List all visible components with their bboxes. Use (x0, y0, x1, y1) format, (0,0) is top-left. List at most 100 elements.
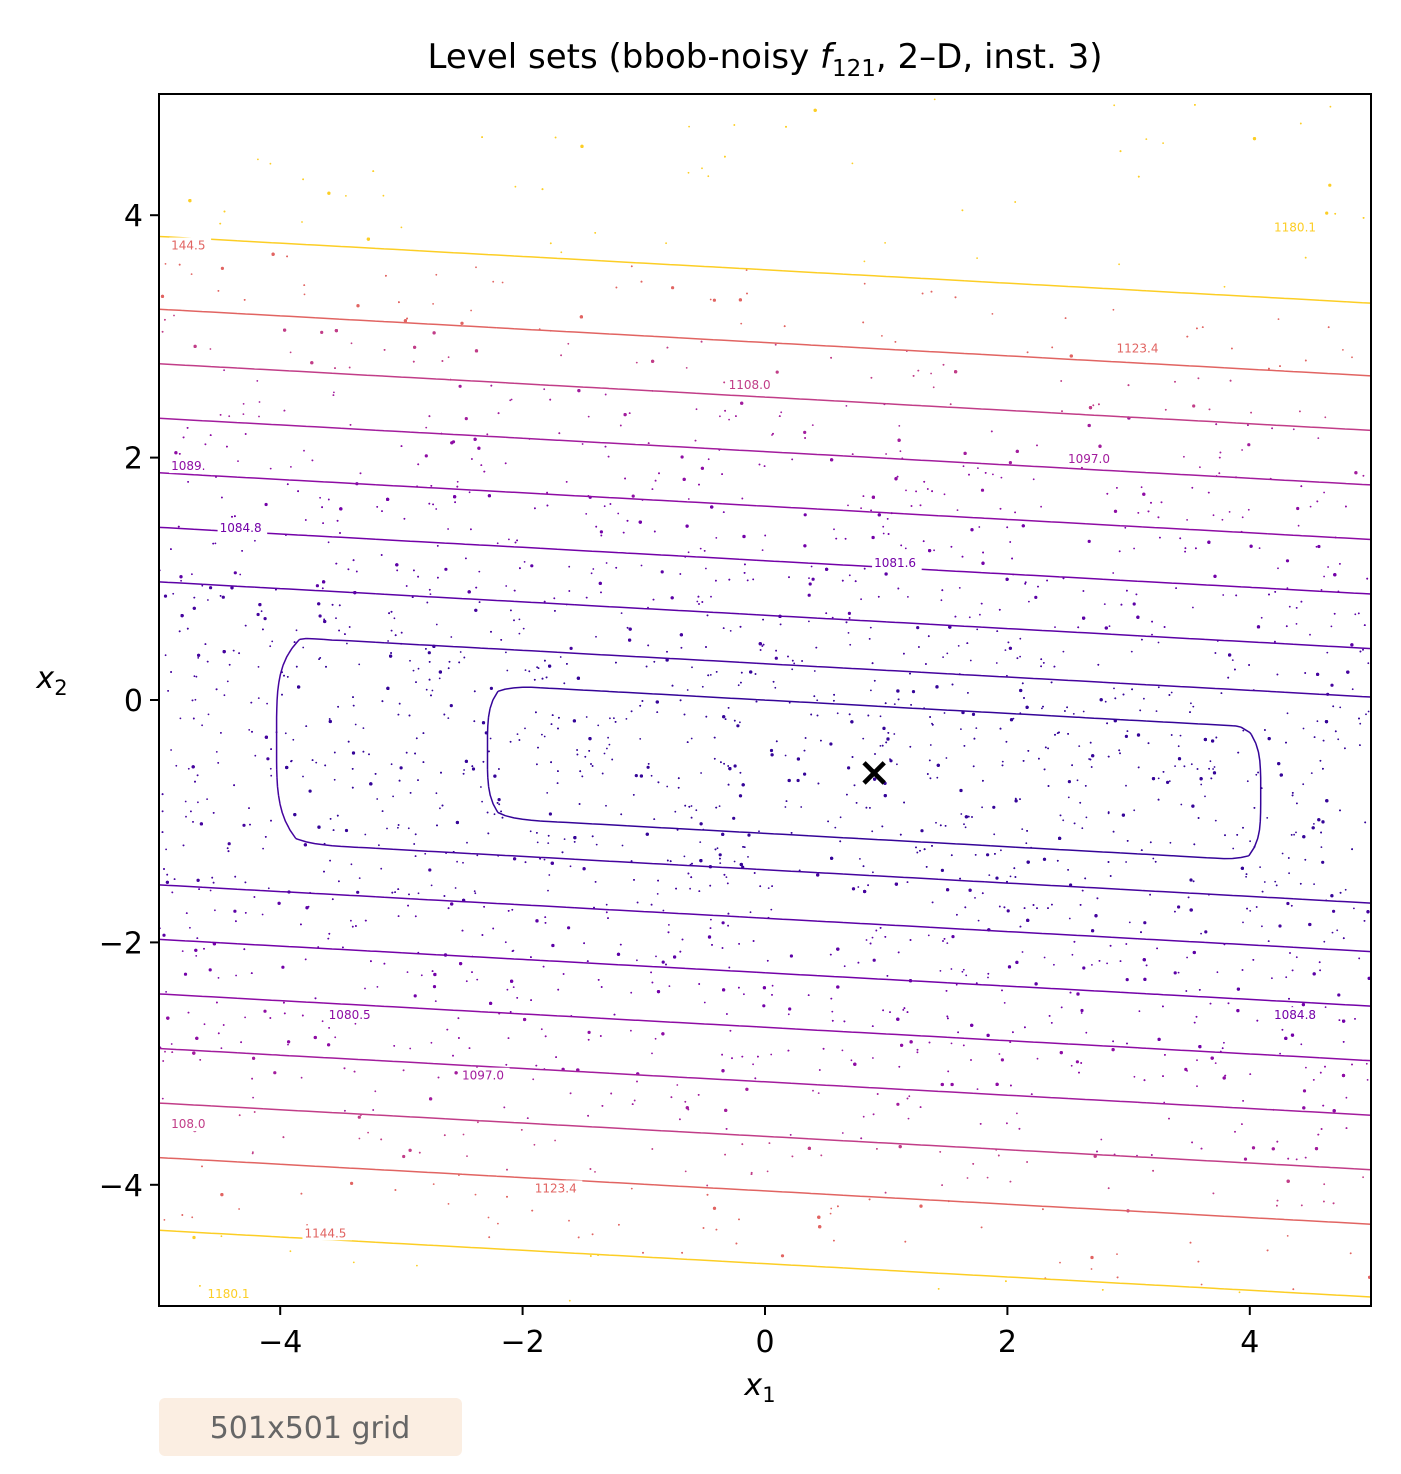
noise-point (1150, 1154, 1153, 1156)
contour-label-background (460, 1067, 510, 1083)
noise-point (897, 951, 900, 954)
noise-point (1184, 547, 1187, 550)
contour-lines (159, 235, 1371, 1298)
noise-point (1099, 698, 1103, 702)
noise-point (207, 713, 210, 716)
noise-point (839, 840, 842, 843)
noise-point (435, 623, 438, 626)
noise-point (425, 648, 427, 650)
noise-point (772, 432, 774, 435)
noise-point (356, 304, 360, 308)
noise-point (788, 576, 790, 579)
noise-point (568, 1219, 570, 1222)
noise-point (841, 1132, 844, 1134)
noise-point (405, 585, 408, 587)
noise-point (409, 792, 412, 794)
noise-point (561, 851, 564, 854)
noise-point (248, 807, 250, 809)
noise-point (452, 1054, 454, 1057)
noise-point (912, 375, 915, 377)
noise-point (653, 818, 656, 820)
noise-point (661, 960, 665, 964)
noise-point (695, 809, 698, 812)
noise-point (194, 948, 198, 952)
noise-point (882, 525, 885, 528)
noise-point (1162, 771, 1165, 773)
noise-point (971, 712, 976, 717)
noise-point (243, 299, 246, 301)
noise-point (940, 868, 945, 873)
noise-point (195, 955, 198, 957)
noise-point (209, 889, 212, 892)
noise-point (1332, 909, 1336, 913)
noise-point (196, 878, 200, 882)
noise-point (980, 488, 985, 492)
noise-point (836, 712, 839, 715)
noise-point (327, 191, 331, 195)
noise-point (1284, 1036, 1288, 1040)
noise-point (916, 1051, 919, 1054)
noise-point (1289, 952, 1291, 954)
noise-point (300, 1076, 303, 1079)
noise-point (769, 748, 774, 753)
noise-point (540, 1028, 543, 1031)
noise-point (1056, 732, 1059, 734)
noise-point (450, 441, 454, 445)
noise-point (226, 445, 228, 448)
noise-point (599, 530, 604, 534)
noise-point (677, 786, 680, 789)
noise-point (1266, 1249, 1269, 1252)
noise-point (993, 833, 996, 836)
noise-point (572, 719, 577, 723)
noise-point (1005, 1280, 1007, 1283)
noise-point (766, 959, 769, 962)
noise-point (390, 610, 393, 613)
noise-point (1184, 1067, 1188, 1071)
noise-point (925, 663, 927, 665)
noise-point (833, 693, 835, 696)
noise-point (601, 772, 604, 775)
contour-label: 1097.0 (1068, 452, 1110, 466)
noise-point (1351, 688, 1354, 691)
noise-point (554, 610, 556, 612)
noise-point (834, 826, 837, 829)
noise-point (165, 848, 168, 851)
noise-point (1330, 683, 1334, 687)
noise-point (406, 317, 408, 320)
noise-point (1050, 1022, 1053, 1024)
noise-point (859, 858, 861, 860)
noise-point (1221, 518, 1224, 521)
noise-point (454, 1071, 458, 1075)
noise-point (227, 842, 231, 846)
noise-point (1362, 474, 1365, 477)
noise-point (290, 466, 292, 468)
noise-point (501, 281, 504, 284)
noise-point (178, 263, 181, 266)
noise-point (728, 418, 730, 421)
noise-point (1021, 828, 1024, 830)
noise-point (675, 887, 677, 890)
noise-point (1064, 710, 1066, 712)
noise-point (1104, 700, 1107, 703)
noise-point (386, 686, 390, 691)
noise-point (420, 974, 423, 977)
noise-point (1156, 947, 1158, 950)
noise-point (548, 664, 552, 668)
noise-point (882, 1009, 884, 1012)
noise-point (289, 351, 292, 354)
noise-point (1238, 1291, 1241, 1294)
noise-point (863, 260, 866, 263)
noise-point (699, 841, 702, 843)
noise-point (1051, 903, 1053, 906)
noise-point (615, 566, 618, 569)
noise-point (1267, 940, 1270, 942)
noise-point (233, 571, 237, 575)
noise-point (661, 1032, 665, 1036)
noise-point (694, 439, 697, 442)
noise-point (830, 856, 834, 860)
noise-point (1281, 852, 1284, 855)
noise-point (429, 593, 432, 595)
noise-point (1175, 587, 1177, 589)
noise-point (1351, 848, 1353, 851)
noise-point (490, 630, 492, 633)
